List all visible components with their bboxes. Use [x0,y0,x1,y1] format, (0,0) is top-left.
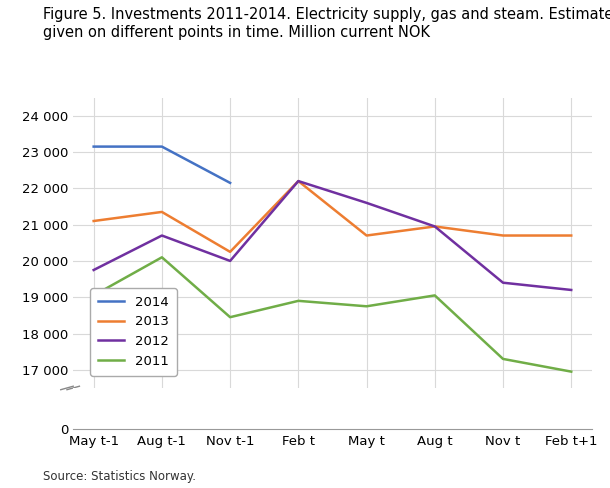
Text: Source: Statistics Norway.: Source: Statistics Norway. [43,470,196,483]
2011 [363,304,370,309]
Line: 2012: 2012 [94,181,571,290]
2011 [500,356,507,362]
2012 [500,280,507,285]
2014 [226,180,234,186]
2014 [90,143,98,149]
2013 [567,233,575,239]
2012 [90,267,98,273]
2013 [363,233,370,239]
2011 [226,314,234,320]
Legend: 2014, 2013, 2012, 2011: 2014, 2013, 2012, 2011 [90,288,177,376]
2013 [90,218,98,224]
Line: 2011: 2011 [94,257,571,372]
2012 [363,200,370,206]
2011 [295,298,302,304]
2013 [431,224,439,229]
Text: Figure 5. Investments 2011-2014. Electricity supply, gas and steam. Estimates
gi: Figure 5. Investments 2011-2014. Electri… [43,7,610,40]
2013 [226,249,234,255]
Line: 2014: 2014 [94,146,230,183]
2012 [226,258,234,264]
2013 [500,233,507,239]
2012 [158,233,165,239]
2012 [431,224,439,229]
2011 [90,292,98,298]
Line: 2013: 2013 [94,181,571,252]
2013 [158,209,165,215]
2013 [295,178,302,184]
2012 [567,287,575,293]
2011 [567,369,575,375]
2012 [295,178,302,184]
2011 [158,254,165,260]
2011 [431,292,439,298]
2014 [158,143,165,149]
